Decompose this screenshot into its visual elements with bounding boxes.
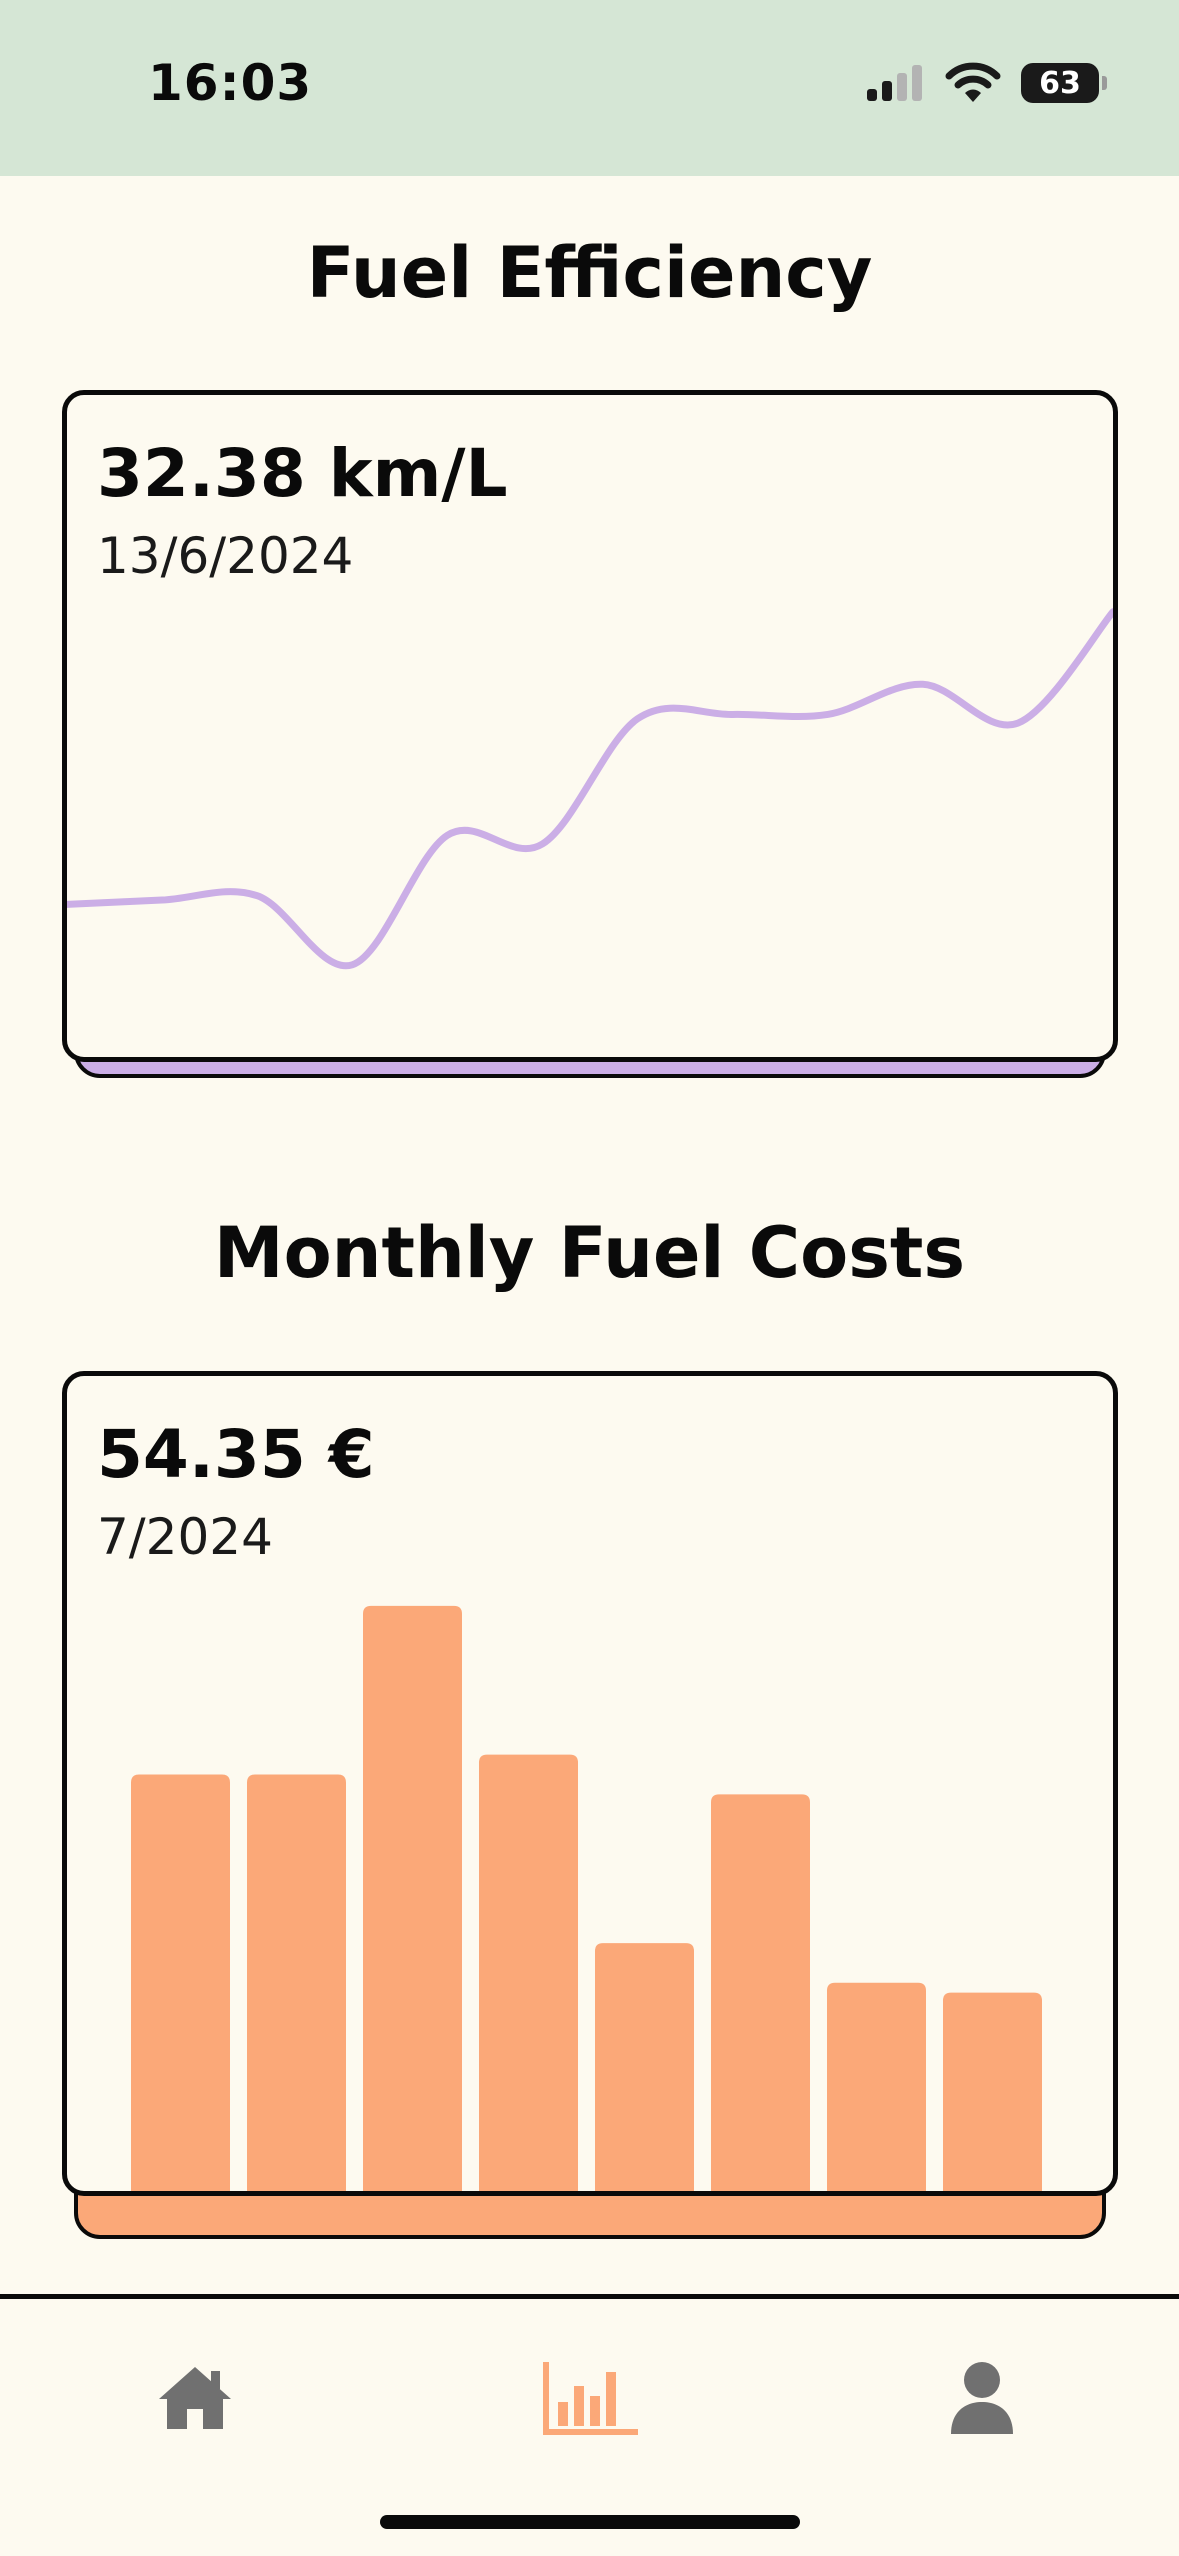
- home-indicator: [380, 2515, 800, 2529]
- monthly-costs-bar-chart: [131, 1605, 1042, 2192]
- bottom-nav: [0, 2294, 1179, 2556]
- fuel-efficiency-card-wrap: 32.38 km/L 13/6/2024: [62, 390, 1118, 1090]
- status-icons: 63: [865, 62, 1107, 104]
- cost-bar[interactable]: [943, 1992, 1042, 2191]
- efficiency-value: 32.38 km/L: [97, 435, 508, 512]
- status-time: 16:03: [148, 54, 313, 112]
- battery-indicator: 63: [1021, 63, 1107, 103]
- costs-value: 54.35 €: [97, 1416, 375, 1493]
- efficiency-line-chart: [67, 608, 1113, 970]
- cost-bar[interactable]: [363, 1605, 462, 2191]
- cost-bar[interactable]: [247, 1774, 346, 2192]
- efficiency-date: 13/6/2024: [97, 527, 354, 585]
- signal-icon: [867, 65, 922, 101]
- fuel-efficiency-title: Fuel Efficiency: [306, 232, 873, 314]
- cost-bar[interactable]: [827, 1982, 926, 2191]
- chart-icon: [543, 2362, 638, 2435]
- nav-home[interactable]: [145, 2353, 245, 2443]
- cost-bar[interactable]: [479, 1754, 578, 2191]
- user-icon: [951, 2362, 1013, 2434]
- monthly-costs-card-wrap: 54.35 € 7/2024: [62, 1371, 1118, 2239]
- efficiency-series-line: [67, 608, 1113, 970]
- fuel-efficiency-card[interactable]: 32.38 km/L 13/6/2024: [62, 390, 1118, 1062]
- cost-bar[interactable]: [131, 1774, 230, 2192]
- cost-bar[interactable]: [711, 1794, 810, 2191]
- nav-profile[interactable]: [932, 2353, 1032, 2443]
- cost-bar[interactable]: [595, 1943, 694, 2191]
- monthly-costs-card[interactable]: 54.35 € 7/2024: [62, 1371, 1118, 2196]
- card-base: [74, 2191, 1106, 2239]
- home-icon: [159, 2367, 231, 2429]
- costs-date: 7/2024: [97, 1508, 273, 1566]
- status-bar: 16:03 63: [0, 0, 1179, 176]
- wifi-icon: [945, 62, 1001, 102]
- nav-stats[interactable]: [537, 2353, 647, 2443]
- monthly-costs-title: Monthly Fuel Costs: [213, 1212, 966, 1294]
